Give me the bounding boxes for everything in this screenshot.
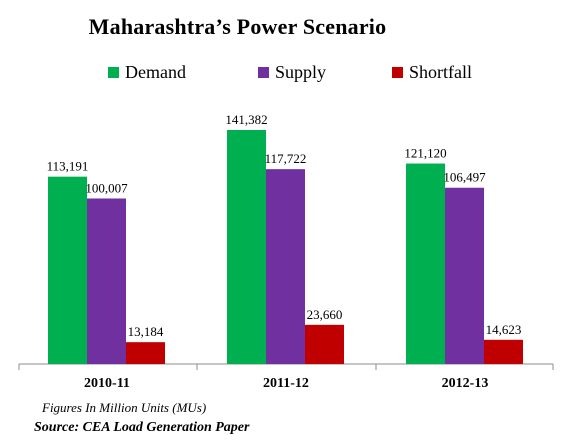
bar-supply-2012-13: [445, 187, 484, 364]
legend-label-supply: Supply: [275, 62, 327, 82]
bar-supply-2011-12: [266, 169, 305, 364]
data-label-shortfall-2010-11: 13,184: [128, 324, 164, 339]
legend-label-shortfall: Shortfall: [409, 62, 472, 82]
legend-item-demand: Demand: [108, 62, 186, 83]
bar-shortfall-2011-12: [305, 324, 344, 364]
bar-demand-2011-12: [227, 130, 266, 364]
data-label-shortfall-2012-13: 14,623: [486, 322, 522, 337]
data-label-supply-2012-13: 106,497: [443, 170, 486, 185]
bar-shortfall-2012-13: [484, 339, 523, 364]
legend-item-supply: Supply: [258, 62, 326, 83]
data-label-shortfall-2011-12: 23,660: [307, 307, 343, 322]
data-label-demand-2011-12: 141,382: [225, 112, 267, 127]
data-label-supply-2010-11: 100,007: [85, 180, 128, 195]
legend: Demand Supply Shortfall: [0, 62, 561, 86]
bar-demand-2010-11: [48, 176, 87, 364]
legend-swatch-shortfall: [392, 67, 403, 78]
x-tick-label-2010-11: 2010-11: [84, 376, 130, 391]
x-tick-label-2011-12: 2011-12: [263, 376, 309, 391]
legend-label-demand: Demand: [125, 62, 186, 82]
data-label-demand-2012-13: 121,120: [404, 146, 446, 161]
bar-demand-2012-13: [406, 163, 445, 364]
legend-item-shortfall: Shortfall: [392, 62, 472, 83]
chart-title: Maharashtra’s Power Scenario: [88, 14, 387, 39]
bar-supply-2010-11: [87, 198, 126, 364]
legend-swatch-supply: [258, 67, 269, 78]
x-tick-label-2012-13: 2012-13: [442, 376, 489, 391]
legend-swatch-demand: [108, 67, 119, 78]
units-note: Figures In Million Units (MUs): [42, 400, 207, 415]
data-label-supply-2011-12: 117,722: [265, 151, 307, 166]
data-label-demand-2010-11: 113,191: [47, 159, 89, 174]
source-note: Source: CEA Load Generation Paper: [34, 420, 250, 435]
bar-shortfall-2010-11: [126, 342, 165, 364]
